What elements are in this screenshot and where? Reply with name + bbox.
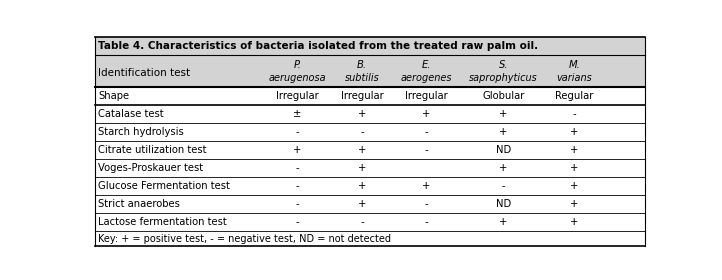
- Text: S.: S.: [498, 60, 508, 70]
- Text: Voges-Proskauer test: Voges-Proskauer test: [98, 163, 203, 173]
- Text: -: -: [573, 109, 576, 120]
- Text: -: -: [425, 145, 428, 155]
- Text: -: -: [360, 127, 364, 137]
- Text: Globular: Globular: [482, 92, 524, 101]
- Text: Shape: Shape: [98, 92, 129, 101]
- Text: B.: B.: [357, 60, 367, 70]
- Text: Starch hydrolysis: Starch hydrolysis: [98, 127, 184, 137]
- Text: subtilis: subtilis: [344, 73, 380, 83]
- Bar: [95, 213, 645, 231]
- Text: +: +: [499, 127, 508, 137]
- Text: +: +: [570, 181, 579, 191]
- Text: +: +: [570, 163, 579, 173]
- Text: -: -: [425, 127, 428, 137]
- Text: -: -: [360, 217, 364, 227]
- Text: +: +: [358, 145, 366, 155]
- Text: ND: ND: [495, 199, 511, 209]
- Text: Irregular: Irregular: [277, 92, 319, 101]
- Text: ND: ND: [495, 145, 511, 155]
- Bar: [95, 159, 645, 177]
- Text: aerogenes: aerogenes: [401, 73, 452, 83]
- Text: Table 4. Characteristics of bacteria isolated from the treated raw palm oil.: Table 4. Characteristics of bacteria iso…: [98, 41, 538, 51]
- Text: -: -: [296, 199, 300, 209]
- Text: +: +: [499, 217, 508, 227]
- Text: Key: + = positive test, - = negative test, ND = not detected: Key: + = positive test, - = negative tes…: [98, 234, 391, 244]
- Text: -: -: [296, 181, 300, 191]
- Text: -: -: [425, 217, 428, 227]
- Text: P.: P.: [294, 60, 302, 70]
- Text: +: +: [570, 127, 579, 137]
- Bar: [95, 177, 645, 195]
- Text: Glucose Fermentation test: Glucose Fermentation test: [98, 181, 230, 191]
- Text: -: -: [296, 163, 300, 173]
- Bar: [95, 195, 645, 213]
- Text: -: -: [296, 217, 300, 227]
- Text: -: -: [425, 199, 428, 209]
- Text: +: +: [293, 145, 302, 155]
- Text: +: +: [358, 181, 366, 191]
- Text: +: +: [499, 109, 508, 120]
- Text: Citrate utilization test: Citrate utilization test: [98, 145, 206, 155]
- Text: Strict anaerobes: Strict anaerobes: [98, 199, 180, 209]
- Text: +: +: [570, 145, 579, 155]
- Text: Irregular: Irregular: [341, 92, 383, 101]
- Text: +: +: [422, 181, 430, 191]
- Text: saprophyticus: saprophyticus: [469, 73, 538, 83]
- Text: +: +: [358, 199, 366, 209]
- Text: +: +: [422, 109, 430, 120]
- Text: -: -: [296, 127, 300, 137]
- Text: Lactose fermentation test: Lactose fermentation test: [98, 217, 227, 227]
- Bar: [95, 87, 645, 106]
- Text: varians: varians: [557, 73, 593, 83]
- Text: +: +: [499, 163, 508, 173]
- Text: M.: M.: [569, 60, 580, 70]
- Bar: [95, 106, 645, 123]
- Text: Regular: Regular: [555, 92, 593, 101]
- Bar: [95, 231, 645, 246]
- Text: -: -: [502, 181, 505, 191]
- Text: E.: E.: [422, 60, 431, 70]
- Text: +: +: [358, 163, 366, 173]
- Bar: [95, 123, 645, 141]
- Bar: [95, 37, 645, 55]
- Text: +: +: [358, 109, 366, 120]
- Bar: [95, 141, 645, 159]
- Text: aerugenosa: aerugenosa: [269, 73, 326, 83]
- Text: Irregular: Irregular: [405, 92, 448, 101]
- Text: Catalase test: Catalase test: [98, 109, 164, 120]
- Text: +: +: [570, 217, 579, 227]
- Text: ±: ±: [293, 109, 302, 120]
- Text: Identification test: Identification test: [98, 68, 190, 78]
- Text: +: +: [570, 199, 579, 209]
